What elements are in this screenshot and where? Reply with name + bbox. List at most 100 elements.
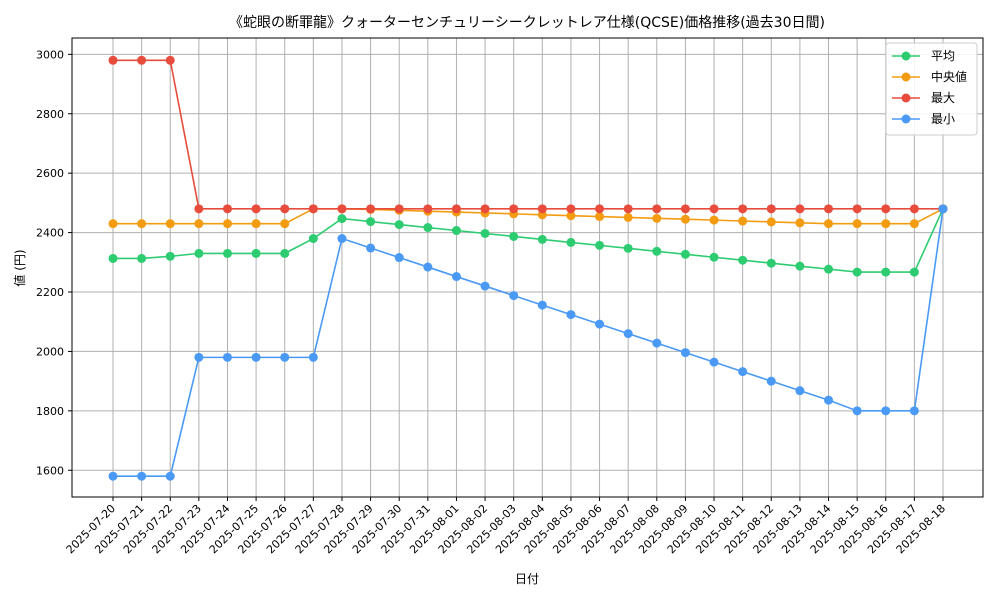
data-point-series-0 [423,223,433,233]
data-point-series-2 [652,204,662,214]
data-point-series-3 [480,281,490,291]
data-point-series-1 [194,219,204,229]
data-point-series-3 [680,348,690,358]
grid-layer [72,38,983,497]
y-tick-label: 2600 [36,167,64,180]
data-point-series-0 [537,234,547,244]
data-point-series-2 [137,55,147,65]
legend-swatch-marker [901,72,911,82]
data-point-series-3 [423,262,433,272]
data-point-series-0 [738,255,748,265]
data-point-series-3 [738,367,748,377]
data-point-series-3 [337,234,347,244]
series-line-0 [113,208,944,273]
data-point-series-0 [652,246,662,256]
data-point-series-0 [280,248,290,258]
data-point-series-2 [451,204,461,214]
legend-label: 最大 [931,91,955,105]
data-point-series-0 [595,240,605,250]
data-point-series-3 [308,352,318,362]
data-point-series-2 [709,204,719,214]
data-point-series-0 [194,248,204,258]
data-point-series-2 [308,204,318,214]
data-point-series-0 [308,234,318,244]
data-point-series-1 [137,219,147,229]
data-point-series-0 [795,261,805,271]
data-point-series-2 [194,204,204,214]
data-point-series-0 [137,253,147,263]
y-tick-label: 2000 [36,345,64,358]
data-point-series-1 [795,218,805,228]
data-point-series-1 [766,217,776,227]
data-point-series-2 [222,204,232,214]
legend-label: 中央値 [931,69,967,84]
y-axis-label: 値 (円) [12,249,27,286]
data-point-series-0 [366,217,376,227]
data-point-series-3 [566,310,576,320]
data-point-series-2 [480,204,490,214]
data-point-series-3 [881,406,891,416]
data-point-series-3 [222,352,232,362]
y-tick-label: 1600 [36,464,64,477]
data-point-series-0 [222,248,232,258]
data-point-series-0 [852,267,862,277]
data-point-series-1 [251,219,261,229]
data-point-series-2 [852,204,862,214]
data-point-series-2 [909,204,919,214]
y-tick-label: 3000 [36,48,64,61]
data-point-series-2 [280,204,290,214]
y-axis-ticks: 1600 1800 2000 2200 2400 2600 2800 3000 [36,48,72,477]
data-point-series-3 [251,352,261,362]
data-point-series-0 [680,249,690,259]
data-point-series-1 [623,212,633,222]
plot-frame [71,37,984,498]
data-point-series-3 [938,204,948,214]
data-point-series-0 [394,220,404,230]
data-point-series-2 [366,204,376,214]
series-line-3 [113,208,944,478]
series-line-2 [113,59,943,210]
data-point-series-0 [165,251,175,261]
data-point-series-2 [680,204,690,214]
data-point-series-2 [881,204,891,214]
data-point-series-3 [852,406,862,416]
data-point-series-0 [824,264,834,274]
chart-title: 《蛇眼の断罪龍》クォーターセンチュリーシークレットレア仕様(QCSE)価格推移(… [229,14,825,31]
data-point-series-2 [509,204,519,214]
data-point-series-2 [394,204,404,214]
data-point-series-0 [108,253,118,263]
legend-swatch-marker [901,51,911,61]
data-point-series-3 [766,376,776,386]
data-point-series-1 [652,213,662,223]
data-point-series-2 [337,204,347,214]
data-point-series-2 [766,204,776,214]
data-point-series-2 [165,55,175,65]
data-point-series-3 [509,291,519,301]
y-tick-label: 2800 [36,108,64,121]
data-point-series-0 [451,226,461,236]
data-point-series-3 [824,395,834,405]
data-point-series-3 [909,406,919,416]
data-point-series-3 [537,300,547,310]
legend-swatch-marker [901,93,911,103]
y-tick-label: 1800 [36,405,64,418]
data-point-series-2 [108,55,118,65]
data-point-series-1 [165,219,175,229]
data-point-series-2 [824,204,834,214]
data-point-series-3 [652,338,662,348]
data-point-series-0 [709,252,719,262]
data-point-series-2 [623,204,633,214]
data-point-series-1 [852,219,862,229]
legend-label: 最小 [931,112,955,126]
legend-box [885,42,978,136]
data-point-series-3 [394,253,404,263]
data-point-series-3 [366,243,376,253]
data-point-series-0 [337,214,347,224]
data-point-series-1 [280,219,290,229]
x-axis-ticks: 2025-07-202025-07-212025-07-222025-07-23… [64,497,948,556]
data-point-series-1 [680,214,690,224]
data-point-series-0 [766,258,776,268]
